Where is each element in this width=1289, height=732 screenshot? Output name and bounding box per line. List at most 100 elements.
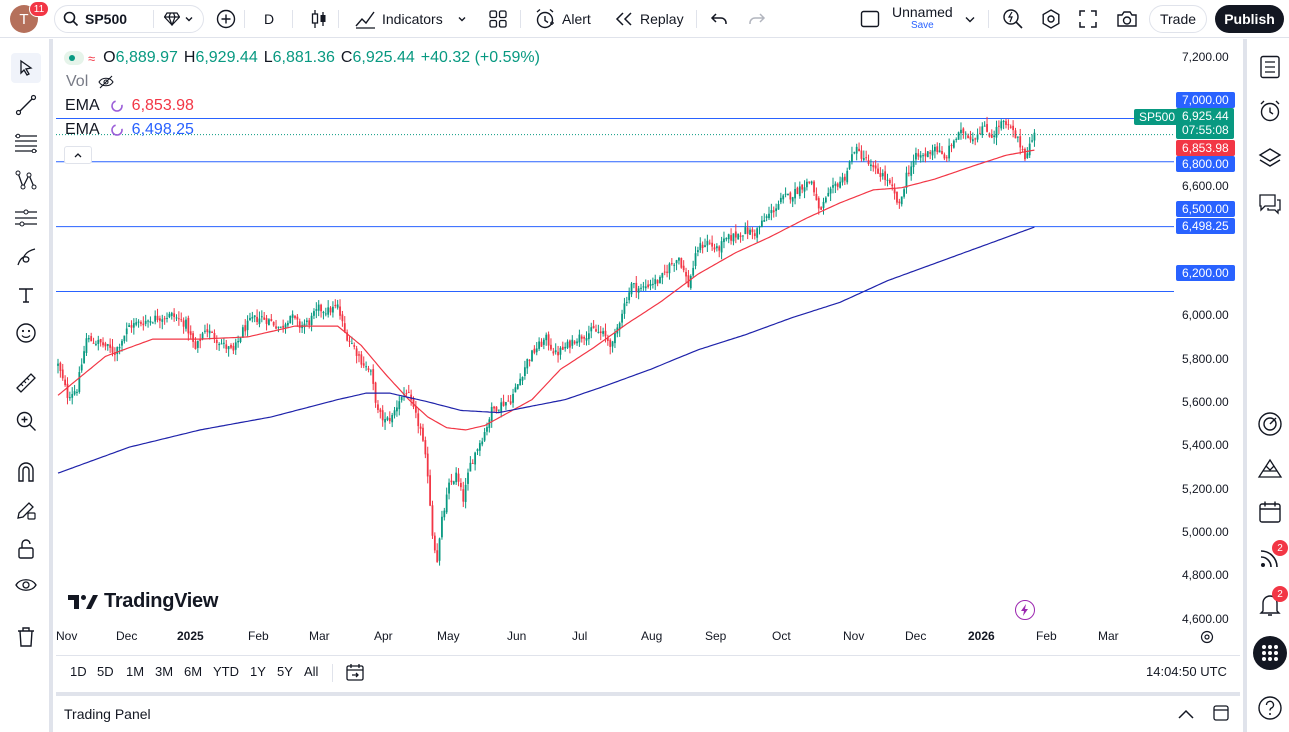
compare-button[interactable] bbox=[158, 5, 200, 33]
redo-button[interactable] bbox=[742, 5, 772, 33]
range-5y[interactable]: 5Y bbox=[277, 664, 293, 679]
help-button[interactable] bbox=[1255, 693, 1285, 723]
fib-tool[interactable] bbox=[11, 128, 41, 158]
products-button[interactable] bbox=[1253, 636, 1287, 670]
candle-body bbox=[832, 185, 834, 188]
price-chart[interactable] bbox=[56, 42, 1240, 652]
candle-body bbox=[561, 346, 564, 350]
publish-button[interactable]: Publish bbox=[1215, 5, 1284, 33]
chevron-up-icon[interactable] bbox=[1176, 706, 1196, 722]
axis-settings-gear-icon[interactable] bbox=[1200, 630, 1214, 644]
collapse-legend-button[interactable] bbox=[64, 146, 92, 164]
lock-drawing-tool[interactable] bbox=[11, 495, 41, 525]
candle-body bbox=[419, 426, 422, 429]
range-1y[interactable]: 1Y bbox=[250, 664, 266, 679]
magnet-tool[interactable] bbox=[11, 457, 41, 487]
lock-all-tool[interactable] bbox=[11, 534, 41, 564]
calendar-button[interactable] bbox=[1255, 497, 1285, 527]
candle-body bbox=[623, 303, 626, 314]
alert-button[interactable]: Alert bbox=[528, 5, 597, 33]
candle-body bbox=[284, 324, 287, 328]
snapshot-button[interactable] bbox=[1110, 5, 1144, 33]
replay-button[interactable]: Replay bbox=[608, 5, 690, 33]
watchlist-button[interactable] bbox=[1255, 52, 1285, 82]
interval-button[interactable]: D bbox=[258, 5, 280, 33]
candle-body bbox=[725, 238, 728, 240]
candle-body bbox=[263, 317, 266, 320]
calendar-goto-icon[interactable] bbox=[345, 662, 365, 682]
visibility-tool[interactable] bbox=[11, 570, 41, 600]
settings-button[interactable] bbox=[1034, 5, 1068, 33]
layers-icon bbox=[1258, 148, 1282, 167]
candle-body bbox=[268, 319, 270, 325]
range-ytd[interactable]: YTD bbox=[213, 664, 239, 679]
gear-icon bbox=[1042, 9, 1060, 29]
layout-name[interactable]: Unnamed Save bbox=[892, 4, 953, 34]
candle-body bbox=[57, 363, 59, 366]
cursor-tool[interactable] bbox=[11, 53, 41, 83]
indicators-button[interactable]: Indicators bbox=[348, 5, 473, 33]
open-label: O bbox=[103, 49, 116, 66]
candle-body bbox=[554, 350, 557, 353]
replay-label: Replay bbox=[640, 11, 684, 27]
alerts-button[interactable] bbox=[1255, 96, 1285, 126]
eye-off-icon[interactable] bbox=[98, 75, 114, 89]
chats-button[interactable] bbox=[1255, 189, 1285, 219]
candle-body bbox=[564, 346, 567, 349]
utc-clock[interactable]: 14:04:50 UTC bbox=[1146, 664, 1227, 679]
series-toggle[interactable] bbox=[64, 51, 84, 65]
candle-body bbox=[275, 326, 277, 329]
range-1m[interactable]: 1M bbox=[126, 664, 145, 679]
brush-tool[interactable] bbox=[11, 242, 41, 272]
ema1-value: 6,853.98 bbox=[131, 97, 194, 114]
range-1d[interactable]: 1D bbox=[70, 664, 87, 679]
news-feed-button[interactable] bbox=[1255, 543, 1285, 573]
trading-panel-label[interactable]: Trading Panel bbox=[64, 706, 151, 722]
range-5d[interactable]: 5D bbox=[97, 664, 114, 679]
trade-button[interactable]: Trade bbox=[1149, 5, 1207, 33]
candle-body bbox=[199, 339, 202, 341]
trading-signals-button[interactable] bbox=[1255, 409, 1285, 439]
loading-icon bbox=[110, 100, 123, 112]
range-3m[interactable]: 3M bbox=[155, 664, 174, 679]
ideas-button[interactable] bbox=[1255, 453, 1285, 483]
candle-body bbox=[97, 339, 100, 344]
forecast-tool[interactable] bbox=[11, 203, 41, 233]
cursor-icon bbox=[20, 59, 33, 76]
fullscreen-button[interactable] bbox=[1072, 5, 1104, 33]
text-tool[interactable] bbox=[11, 280, 41, 310]
candle-body bbox=[381, 410, 384, 421]
quick-search-button[interactable] bbox=[996, 5, 1030, 33]
chart-type-button[interactable] bbox=[304, 5, 334, 33]
candle-body bbox=[144, 320, 147, 324]
undo-button[interactable] bbox=[704, 5, 734, 33]
candle-body bbox=[526, 359, 529, 369]
trend-line-tool[interactable] bbox=[11, 90, 41, 120]
layout-menu-button[interactable] bbox=[964, 5, 976, 33]
measure-tool[interactable] bbox=[11, 368, 41, 398]
emoji-tool[interactable] bbox=[11, 318, 41, 348]
candle-body bbox=[218, 344, 221, 346]
layout-toggle-button[interactable] bbox=[854, 5, 886, 33]
add-symbol-button[interactable] bbox=[210, 5, 242, 33]
layers-button[interactable] bbox=[1255, 143, 1285, 173]
candle-body bbox=[467, 472, 469, 484]
symbol-search[interactable]: SP500 bbox=[54, 5, 204, 33]
zoom-tool[interactable] bbox=[11, 406, 41, 436]
chevron-down-icon bbox=[965, 17, 975, 23]
candle-body bbox=[808, 181, 811, 183]
time-tick: Mar bbox=[1098, 629, 1119, 643]
event-marker[interactable] bbox=[1015, 600, 1035, 620]
candle-body bbox=[580, 336, 583, 339]
candle-body bbox=[604, 330, 607, 337]
range-6m[interactable]: 6M bbox=[184, 664, 203, 679]
chart-pane[interactable] bbox=[56, 42, 1240, 652]
range-all[interactable]: All bbox=[304, 664, 319, 679]
candle-body bbox=[208, 330, 211, 334]
pattern-tool[interactable] bbox=[11, 165, 41, 195]
candle-body bbox=[372, 369, 375, 384]
remove-drawings-tool[interactable] bbox=[11, 622, 41, 652]
candle-body bbox=[730, 235, 732, 241]
layouts-button[interactable] bbox=[482, 5, 514, 33]
maximize-panel-icon[interactable] bbox=[1212, 704, 1230, 722]
